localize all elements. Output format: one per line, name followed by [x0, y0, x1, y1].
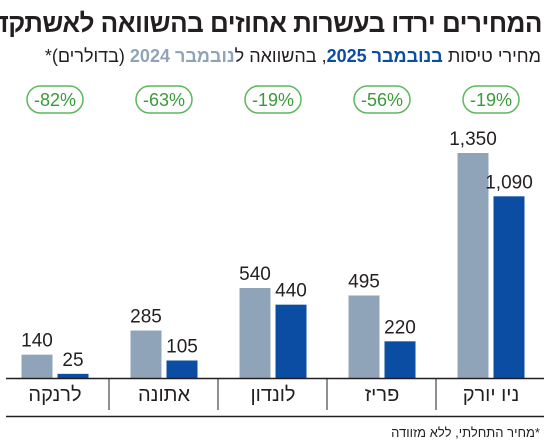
bar-current [166, 360, 198, 378]
value-label-current: 440 [275, 281, 307, 302]
value-label-previous: 540 [239, 264, 271, 285]
value-label-previous: 285 [130, 307, 162, 328]
subtitle-suffix: (בדולרים)* [44, 46, 130, 66]
change-badge [135, 85, 193, 114]
change-badge [353, 85, 411, 114]
change-badge [244, 85, 302, 114]
category-label: אתונה [138, 384, 190, 406]
chart-subtitle: מחירי טיסות בנובמבר 2025, בהשוואה לנובמב… [8, 44, 541, 68]
bar-current [275, 304, 307, 378]
bar-previous [21, 354, 53, 378]
change-badge [26, 85, 84, 114]
category-label: לרנקה [28, 384, 81, 406]
subtitle-prefix: מחירי טיסות [442, 46, 541, 66]
change-label: -82% [34, 90, 76, 110]
change-label: -63% [143, 90, 185, 110]
subtitle-previous-period: נובמבר 2024 [129, 46, 235, 66]
bar-current [493, 196, 525, 378]
value-label-current: 25 [62, 350, 83, 371]
value-label-current: 1,090 [485, 172, 533, 193]
category-label: ניו יורק [463, 384, 520, 406]
footnote: *מחיר התחלתי, ללא מזוודה [391, 425, 540, 440]
value-label-previous: 1,350 [449, 129, 497, 150]
category-label: לונדון [250, 384, 295, 406]
value-label-current: 220 [384, 317, 416, 338]
bar-previous [130, 330, 162, 378]
bar-current [57, 373, 89, 378]
change-label: -56% [361, 90, 403, 110]
subtitle-current-period: בנובמבר 2025 [326, 46, 443, 66]
change-label: -19% [470, 90, 512, 110]
change-label: -19% [252, 90, 294, 110]
change-badge [462, 85, 520, 114]
bar-current [384, 341, 416, 378]
bar-previous [457, 153, 489, 378]
category-label: פריז [365, 384, 400, 406]
subtitle-middle: , בהשוואה ל [234, 46, 327, 66]
value-label-current: 105 [166, 337, 198, 358]
value-label-previous: 140 [21, 331, 53, 352]
bar-previous [239, 288, 271, 378]
chart-title: המחירים ירדו בעשרות אחוזים בהשוואה לאשתק… [0, 8, 543, 38]
value-label-previous: 495 [348, 272, 380, 293]
bar-previous [348, 295, 380, 378]
